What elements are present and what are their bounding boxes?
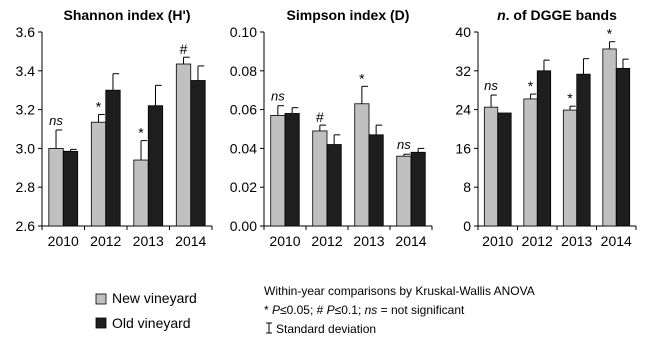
significance-label: * [359,70,365,86]
chart-title-2: Simpson index (D) [287,7,410,23]
bar-new [562,109,578,227]
bar-new [523,98,538,227]
notes-line-2: * P≤0.05; # P≤0.1; ns = not significant [264,303,465,317]
panels: Shannon index (H') 2.6 2.8 3.0 3.2 3.4 3.6 2010… [16,7,637,249]
y-tick-label: 40 [455,24,471,40]
significance-label: * [138,125,144,141]
significance-label: ns [49,113,63,128]
x-tick-label: 2012 [522,233,553,249]
y-tick-label: 0.04 [230,140,257,156]
significance-label: ns [484,78,498,93]
bar-new [354,103,370,227]
y-tick-label: 3.2 [16,102,36,118]
notes-line-2-part-5: ns [365,303,378,317]
bar-new [312,130,328,227]
notes-line-3: Standard deviation [276,322,376,336]
y-tick-label: 0.10 [230,24,257,40]
significance-label: ns [271,89,285,104]
legend-label-new: New vineyard [112,290,197,306]
legend: New vineyard Old vineyard [95,290,197,331]
notes-line-2-part-3: P [327,303,335,317]
bar-new [270,115,286,227]
significance-label: * [528,78,534,94]
y-tick-label: 0.08 [230,63,257,79]
y-tick-label: 24 [455,102,471,118]
x-tick-label: 2010 [48,233,79,249]
notes-line-1: Within-year comparisons by Kruskal-Walli… [264,284,535,298]
bar-old [497,112,512,227]
chart-title-italic: n [497,7,506,23]
significance-label: * [567,90,573,106]
significance-label: # [316,109,324,125]
y-tick-label: 3.0 [16,140,36,156]
bar-old [576,73,591,227]
y-tick-label: 0.02 [230,179,257,195]
y-tick-label: 3.6 [16,24,36,40]
y-tick-label: 0.06 [230,102,257,118]
bar-old [284,113,300,227]
std-dev-icon [266,322,272,334]
bar-new [133,159,149,227]
legend-label-old: Old vineyard [112,315,191,331]
y-tick-label: 3.4 [16,63,36,79]
y-tick-label: 0.00 [230,218,257,234]
bar-new [175,63,192,227]
bar-old [190,80,206,227]
significance-label: # [180,41,188,57]
x-tick-label: 2010 [269,233,300,249]
x-tick-label: 2014 [601,233,632,249]
bar-new [48,147,64,227]
y-tick-label: 32 [455,63,471,79]
legend-swatch-new [95,293,107,305]
x-tick-label: 2014 [395,233,426,249]
bar-new [396,155,412,227]
bar-old [410,151,426,227]
notes-line-2-part-4: ≤0.1; [335,303,365,317]
bar-new [90,121,107,227]
x-tick-label: 2014 [175,233,206,249]
chart-title-1: Shannon index (H') [64,7,191,23]
x-tick-label: 2010 [482,233,513,249]
chart-panel-1: Shannon index (H') 2.6 2.8 3.0 3.2 3.4 3.6 2010… [16,7,213,249]
legend-swatch-old [95,317,107,329]
bar-old [615,67,631,227]
chart-title-3: n. of DGGE bands [497,7,617,23]
x-tick-label: 2012 [311,233,342,249]
x-tick-label: 2012 [90,233,121,249]
significance-label: * [607,26,613,42]
x-tick-label: 2013 [561,233,592,249]
x-tick-label: 2013 [353,233,384,249]
chart-panel-3: n. of DGGE bands 0 8 16 24 32 40 2010 ns 2012 * 201… [455,7,637,249]
y-tick-label: 2.6 [16,218,36,234]
notes-line-2-part-1: P [272,303,280,317]
bar-old [105,89,121,227]
significance-label: ns [397,137,411,152]
y-tick-label: 0 [463,218,471,234]
notes: Within-year comparisons by Kruskal-Walli… [264,284,535,336]
bar-old [368,134,384,227]
bar-new [602,48,617,227]
notes-line-2-part-0: * [264,303,272,317]
bar-old [536,70,552,227]
chart-title-rest: . of DGGE bands [506,7,617,23]
bar-old [326,144,342,227]
y-tick-label: 8 [463,179,471,195]
y-tick-label: 2.8 [16,179,36,195]
significance-label: * [96,98,102,114]
x-tick-label: 2013 [133,233,164,249]
bar-old [62,150,79,227]
bar-new [483,106,499,227]
notes-line-2-part-6: = not significant [377,303,465,317]
bar-old [147,105,164,227]
notes-line-2-part-2: ≤0.05; # [280,303,327,317]
y-tick-label: 16 [455,140,471,156]
chart-panel-2: Simpson index (D) 0.00 0.02 0.04 0.06 0.08 0.1… [230,7,433,249]
